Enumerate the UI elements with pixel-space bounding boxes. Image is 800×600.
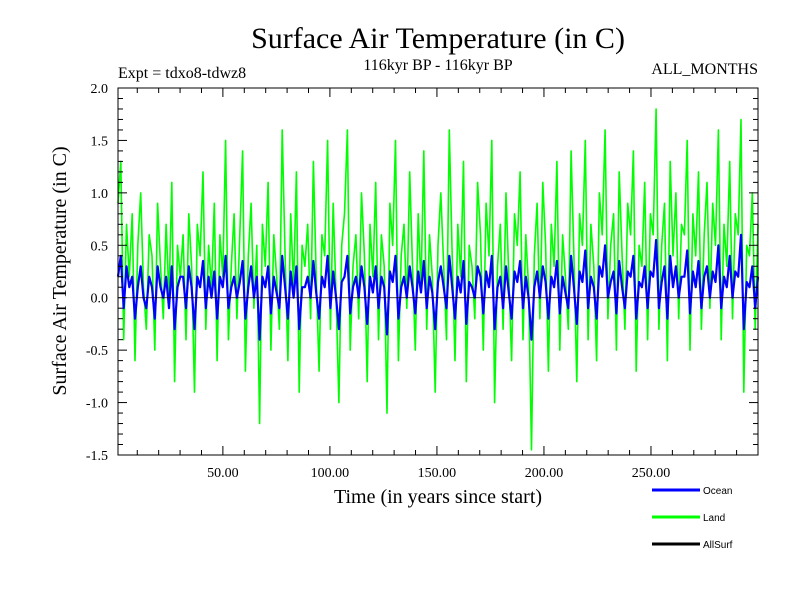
months-label: ALL_MONTHS [651, 61, 758, 78]
x-tick-label: 150.00 [418, 466, 457, 481]
y-axis-label: Surface Air Temperature (in C) [49, 146, 71, 395]
x-tick-label: 250.00 [632, 466, 671, 481]
plot-area [116, 108, 760, 451]
chart-title: Surface Air Temperature (in C) [251, 22, 625, 55]
axes: 50.00 100.00 150.00 200.00 250.00 -1.5 -1.0 -0.… [86, 82, 759, 481]
y-tick-label: 1.0 [91, 187, 109, 202]
legend-label-ocean: Ocean [703, 486, 732, 497]
series-line-land [117, 108, 759, 451]
x-tick-label: 200.00 [525, 466, 564, 481]
x-axis-label: Time (in years since start) [334, 486, 542, 508]
x-tick-label: 50.00 [207, 466, 239, 481]
y-tick-label: 0.5 [91, 239, 109, 254]
legend-label-allsurf: AllSurf [703, 540, 733, 551]
plot-frame [117, 87, 759, 456]
y-tick-label: -0.5 [86, 344, 108, 359]
y-tick-label: 1.5 [91, 134, 109, 149]
legend-label-land: Land [703, 513, 725, 524]
y-tick-label: 2.0 [91, 82, 109, 97]
x-tick-label: 100.00 [311, 466, 350, 481]
period-label: 116kyr BP - 116kyr BP [363, 57, 512, 74]
experiment-label: Expt = tdxo8-tdwz8 [118, 65, 246, 82]
y-tick-label: 0.0 [91, 292, 109, 307]
legend: Ocean Land AllSurf [652, 486, 733, 551]
y-tick-label: -1.5 [86, 449, 108, 464]
series-line-ocean [116, 233, 760, 341]
y-tick-label: -1.0 [86, 397, 108, 412]
